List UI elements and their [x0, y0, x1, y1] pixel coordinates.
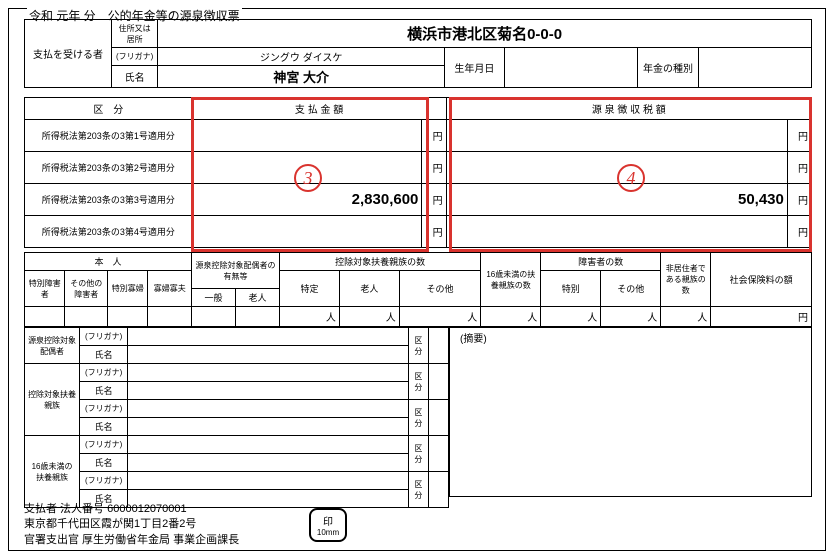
cell	[65, 307, 108, 327]
kubun-header: 区 分	[25, 98, 193, 120]
spouse-header: 源泉控除対象配偶者の有無等	[192, 253, 280, 289]
unit-person: 人	[661, 307, 711, 327]
kubun-value	[428, 364, 448, 400]
tokutei-label: 特定	[280, 271, 340, 307]
furigana-label: (フリガナ)	[80, 364, 128, 382]
payer-info: 支払者 法人番号 6000012070001 東京都千代田区霞が関1丁目2番2号…	[24, 502, 239, 548]
furigana-label: (フリガナ)	[80, 400, 128, 418]
recipient-address: 横浜市港北区菊名0-0-0	[158, 20, 812, 48]
sonota-label2: その他	[601, 271, 661, 307]
kubun-label: 区分	[408, 328, 428, 364]
unit-person: 人	[339, 307, 399, 327]
recipient-table: 支払を受ける者 住所又は居所 横浜市港北区菊名0-0-0 (フリガナ) ジングウ…	[24, 19, 812, 88]
unit-yen: 円	[711, 307, 812, 327]
disabled-header: 障害者の数	[541, 253, 661, 271]
payer-line1: 支払者 法人番号 6000012070001	[24, 502, 239, 517]
kubun-value	[428, 328, 448, 364]
unit-person: 人	[481, 307, 541, 327]
tokubetsu-label: 特別	[541, 271, 601, 307]
roujin-label2: 老人	[236, 289, 280, 307]
seal-sub: 10mm	[311, 528, 345, 537]
furigana-value	[128, 400, 409, 418]
row-label: 所得税法第203条の3第3号適用分	[25, 184, 193, 216]
name-label: 氏名	[80, 454, 128, 472]
depend-header: 控除対象扶養親族の数	[280, 253, 481, 271]
seal-box: 印 10mm	[309, 508, 347, 542]
kubun-label: 区分	[408, 364, 428, 400]
sp-widow-label: 特別寡婦	[107, 271, 147, 307]
pension-type-label: 年金の種別	[637, 48, 698, 88]
row-label: 所得税法第203条の3第1号適用分	[25, 120, 193, 152]
spouse-block-label: 源泉控除対象配偶者	[25, 328, 80, 364]
name-label: 氏名	[80, 382, 128, 400]
kubun-value	[428, 472, 448, 508]
unit-person: 人	[399, 307, 481, 327]
name-value	[128, 382, 409, 400]
ippan-label: 一般	[192, 289, 236, 307]
circle-4-marker: 4	[617, 164, 645, 192]
sp-disabled-label: 特別障害者	[25, 271, 65, 307]
recipient-name: 神宮 大介	[158, 66, 445, 88]
cell	[236, 307, 280, 327]
depend-block-label: 控除対象扶養親族	[25, 364, 80, 436]
unit-person: 人	[601, 307, 661, 327]
kubun-value	[428, 400, 448, 436]
abstract-box: (摘要)	[449, 327, 812, 497]
furigana-label: (フリガナ)	[112, 48, 158, 66]
name-label: 氏名	[80, 346, 128, 364]
name-value	[128, 454, 409, 472]
payer-line2: 東京都千代田区霞が関1丁目2番2号	[24, 517, 239, 532]
cell	[192, 307, 236, 327]
pension-type-value	[699, 48, 812, 88]
cell	[107, 307, 147, 327]
nonres-header: 非居住者である親族の数	[661, 253, 711, 307]
family-table: 源泉控除対象配偶者 (フリガナ) 区分 氏名 控除対象扶養親族 (フリガナ) 区…	[24, 327, 449, 508]
kubun-label: 区分	[408, 436, 428, 472]
under16-block-label: 16歳未満の扶養親族	[25, 436, 80, 508]
furigana-value	[128, 364, 409, 382]
other-disabled-label: その他の障害者	[65, 271, 108, 307]
abstract-label: (摘要)	[460, 330, 487, 345]
dob-label: 生年月日	[445, 48, 504, 88]
name-value	[128, 418, 409, 436]
recipient-label: 支払を受ける者	[25, 20, 112, 88]
unit-person: 人	[541, 307, 601, 327]
address-label: 住所又は居所	[112, 20, 158, 48]
cell	[148, 307, 192, 327]
kubun-label: 区分	[408, 472, 428, 508]
kubun-value	[428, 436, 448, 472]
furigana-value	[128, 328, 409, 346]
under16-header: 16歳未満の扶養親族の数	[481, 253, 541, 307]
sonota-label: その他	[399, 271, 481, 307]
name-label: 氏名	[80, 418, 128, 436]
widow-label: 寡婦寡夫	[148, 271, 192, 307]
name-value	[128, 346, 409, 364]
dob-value	[504, 48, 637, 88]
kubun-label: 区分	[408, 400, 428, 436]
circle-3-marker: 3	[294, 164, 322, 192]
seal-text: 印	[311, 513, 345, 528]
payer-line3: 官署支出官 厚生労働省年金局 事業企画課長	[24, 533, 239, 548]
insurance-header: 社会保険料の額	[711, 253, 812, 307]
classification-table: 本 人 源泉控除対象配偶者の有無等 控除対象扶養親族の数 16歳未満の扶養親族の…	[24, 252, 812, 327]
furigana-label: (フリガナ)	[80, 328, 128, 346]
row-label: 所得税法第203条の3第4号適用分	[25, 216, 193, 248]
furigana-value	[128, 472, 409, 490]
furigana-label: (フリガナ)	[80, 436, 128, 454]
roujin-label: 老人	[339, 271, 399, 307]
name-label: 氏名	[112, 66, 158, 88]
row-label: 所得税法第203条の3第2号適用分	[25, 152, 193, 184]
honnin-header: 本 人	[25, 253, 192, 271]
recipient-furigana: ジングウ ダイスケ	[158, 48, 445, 66]
cell	[25, 307, 65, 327]
furigana-label: (フリガナ)	[80, 472, 128, 490]
unit-person: 人	[280, 307, 340, 327]
furigana-value	[128, 436, 409, 454]
